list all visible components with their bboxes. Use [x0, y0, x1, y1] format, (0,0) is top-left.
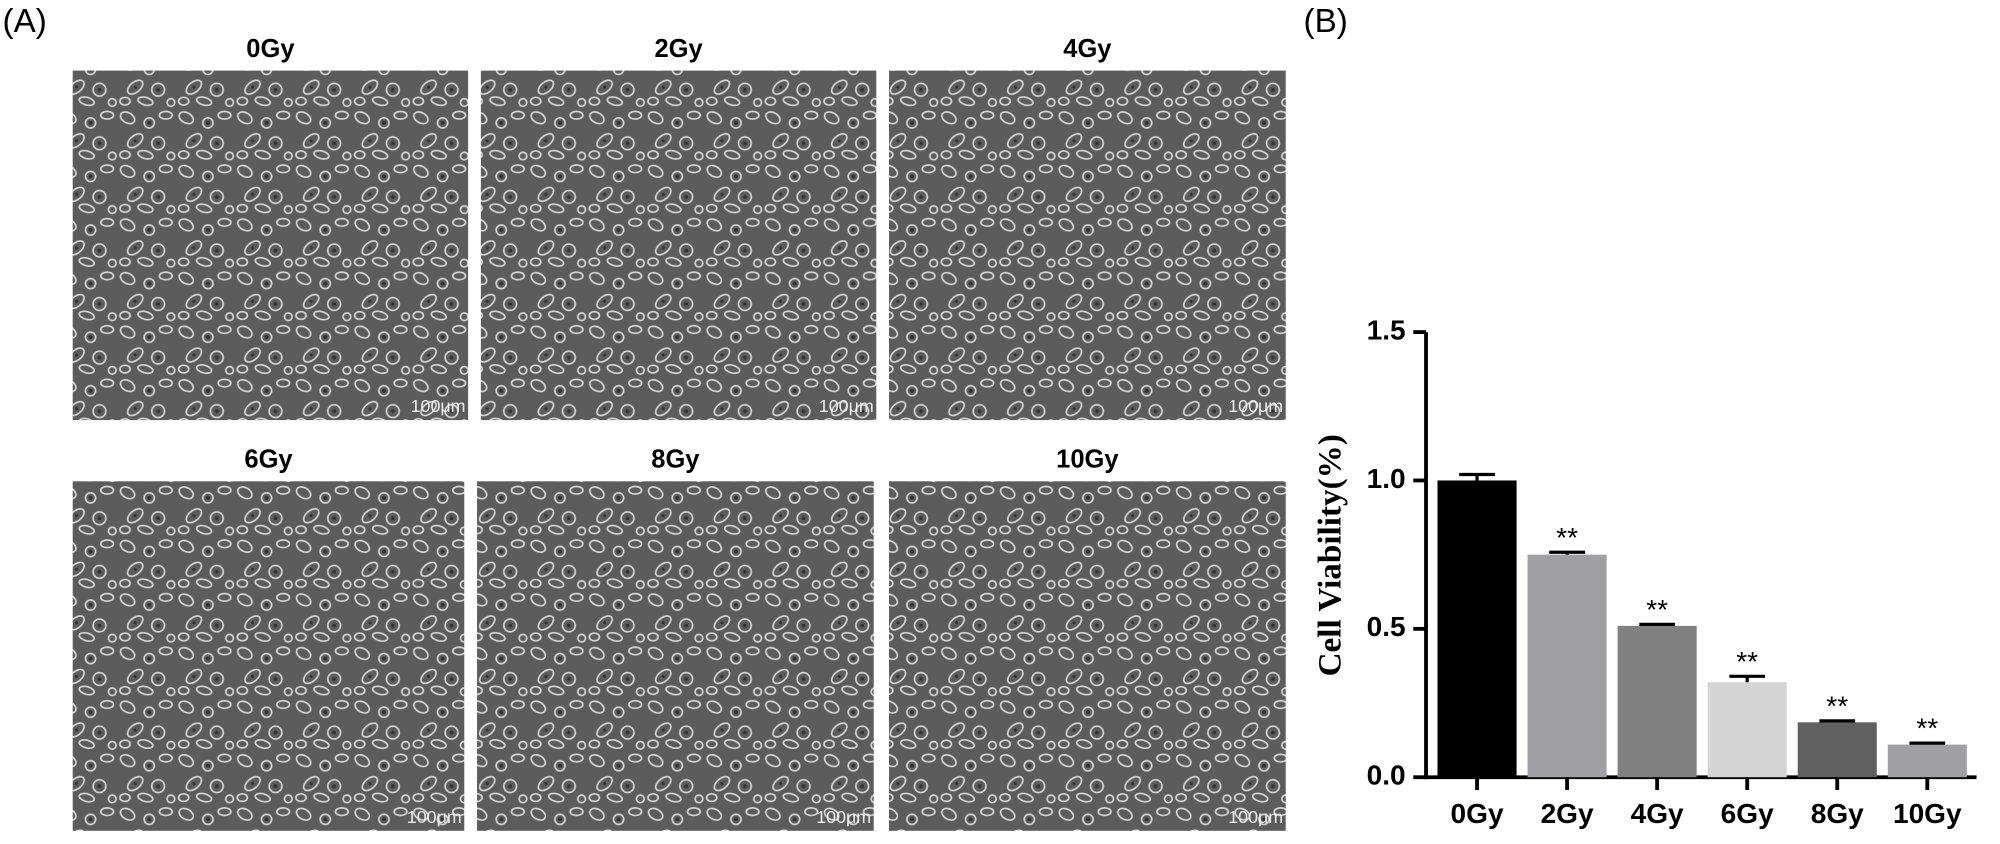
- significance-label: **: [1736, 646, 1758, 677]
- scale-bar-label: 100μm: [407, 807, 462, 827]
- error-bar: [1549, 550, 1585, 555]
- bar: [1437, 480, 1517, 778]
- y-tick-label: 1.5: [1367, 314, 1406, 345]
- error-bar: [1459, 472, 1495, 481]
- scale-bar-label: 100μm: [816, 807, 871, 827]
- bar: [1707, 682, 1787, 778]
- image-title: 2Gy: [654, 35, 703, 63]
- micrograph: [477, 481, 874, 831]
- micrograph: [480, 70, 877, 421]
- image-title: 10Gy: [1056, 446, 1119, 474]
- error-bar: [1909, 741, 1946, 745]
- significance-label: **: [1826, 690, 1848, 721]
- error-bar: [1819, 719, 1856, 723]
- significance-label: **: [1646, 594, 1668, 625]
- y-tick-label: 0.0: [1367, 760, 1406, 791]
- scale-bar-label: 100μm: [1228, 807, 1283, 827]
- bar: [1887, 744, 1967, 778]
- image-title: 8Gy: [651, 446, 700, 474]
- x-tick-label: 2Gy: [1541, 798, 1594, 829]
- error-bar: [1729, 674, 1766, 683]
- bar: [1527, 554, 1607, 778]
- image-title: 4Gy: [1063, 35, 1112, 63]
- y-tick-label: 0.5: [1367, 611, 1406, 642]
- scale-bar-label: 100μm: [1228, 396, 1283, 416]
- y-axis-label: Cell Viability(%): [1312, 434, 1349, 676]
- micrograph: [889, 70, 1286, 421]
- bar: [1617, 625, 1697, 778]
- micrograph: [889, 481, 1286, 831]
- scale-bar-label: 100μm: [411, 396, 466, 416]
- significance-label: **: [1916, 713, 1938, 744]
- x-tick-label: 4Gy: [1631, 798, 1684, 829]
- panel-label: (A): [3, 3, 47, 40]
- micrograph: [72, 70, 469, 421]
- x-tick-label: 0Gy: [1451, 798, 1504, 829]
- bar: [1797, 722, 1877, 778]
- image-title: 0Gy: [246, 35, 295, 63]
- micrograph: [72, 481, 465, 831]
- x-tick-label: 8Gy: [1811, 798, 1864, 829]
- panel-label: (B): [1304, 3, 1348, 40]
- x-tick-label: 6Gy: [1721, 798, 1774, 829]
- y-tick-label: 1.0: [1367, 463, 1406, 494]
- scale-bar-label: 100μm: [819, 396, 874, 416]
- significance-label: **: [1556, 522, 1578, 553]
- error-bar: [1639, 622, 1675, 626]
- x-tick-label: 10Gy: [1893, 798, 1962, 829]
- image-title: 6Gy: [244, 446, 293, 474]
